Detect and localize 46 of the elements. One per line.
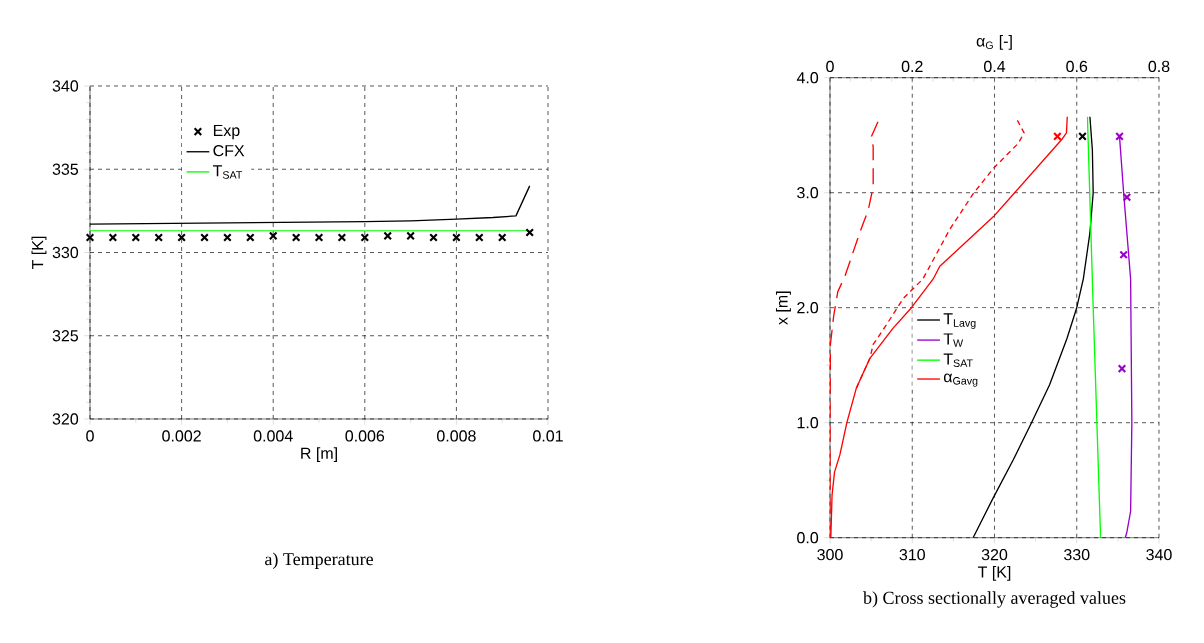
line-series: [1118, 135, 1133, 538]
legend-label: T$_{SAT}$: [212, 165, 243, 179]
x-tick-label: 320: [981, 548, 1008, 561]
point: [1122, 192, 1132, 202]
y-tick-label: 335: [52, 163, 79, 175]
x-tick-label: 310: [899, 548, 925, 561]
y-tick-label: 330: [52, 246, 79, 259]
x-axis-title: R [m]: [301, 447, 337, 463]
y-tick-label: 1.0: [797, 417, 819, 429]
y-tick-label: 4.0: [796, 72, 819, 84]
legend-label: T$_{Lavg}$: [943, 313, 976, 329]
x2-tick-label: 0.8: [1148, 60, 1170, 73]
y-tick-label: 325: [52, 330, 79, 342]
x2-tick-label: 0: [826, 60, 834, 73]
y-tick-label: 340: [52, 80, 79, 92]
x-tick-label: 300: [817, 548, 843, 561]
x2-tick-label: 0.6: [1066, 60, 1088, 73]
x-tick-label: 0: [86, 430, 94, 442]
point: [1119, 250, 1128, 260]
text: a) Temperature: [265, 552, 373, 569]
legend-label: α$_{Gavg}$: [943, 373, 978, 387]
text: b) Cross sectionally averaged values: [863, 591, 1126, 608]
x-tick-label: 0.01: [533, 430, 563, 442]
x-tick-label: 0.004: [253, 430, 293, 442]
legend-label: Exp: [213, 124, 240, 140]
y-axis-title: T [K]: [31, 236, 47, 270]
x2-tick-label: 0.2: [901, 60, 923, 73]
legend-label: T$_{SAT}$: [943, 353, 973, 367]
y-tick-label: 320: [52, 413, 79, 425]
point: [1078, 131, 1087, 141]
point: [1115, 131, 1124, 141]
y-axis-title: x [m]: [775, 291, 791, 325]
legend-label: CFX: [213, 144, 245, 157]
point: [1117, 364, 1127, 374]
x-axis-title: T [K]: [977, 565, 1011, 581]
legend-label: T$_{W}$: [943, 333, 964, 347]
y-tick-label: 2.0: [797, 302, 819, 314]
x-tick-label: 0.008: [437, 430, 476, 442]
x-tick-label: 0.002: [162, 430, 201, 442]
x2-axis-title: α$_{G}$ [-]: [976, 34, 1012, 50]
x-tick-label: 340: [1146, 548, 1172, 561]
x-tick-label: 330: [1064, 548, 1090, 561]
y-tick-label: 0.0: [797, 532, 819, 544]
x-tick-label: 0.006: [345, 430, 385, 442]
x2-tick-label: 0.4: [984, 60, 1006, 73]
y-tick-label: 3.0: [797, 187, 819, 199]
